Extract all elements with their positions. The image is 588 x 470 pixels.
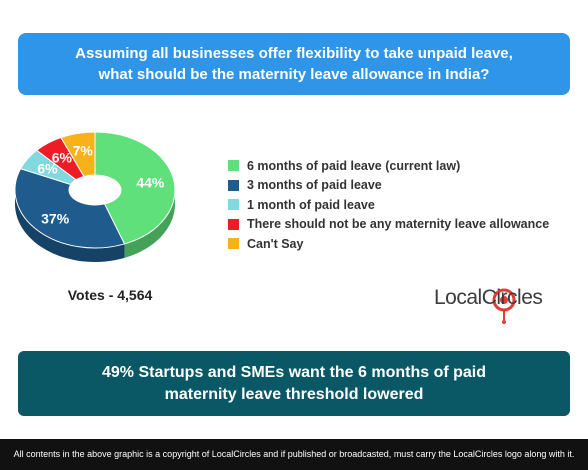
- votes-count: Votes - 4,564: [67, 287, 153, 303]
- legend-item: 6 months of paid leave (current law): [228, 156, 549, 176]
- legend-item: There should not be any maternity leave …: [228, 215, 549, 235]
- slice-value-label: 6%: [37, 160, 58, 176]
- donut-hole: [69, 175, 121, 205]
- slice-value-label: 7%: [73, 143, 94, 159]
- donut-slice-side: [15, 190, 125, 262]
- headline-banner: 49% Startups and SMEs want the 6 months …: [18, 351, 570, 416]
- legend-label: Can't Say: [247, 236, 304, 251]
- legend-item: 1 month of paid leave: [228, 195, 549, 215]
- question-text: Assuming all businesses offer flexibilit…: [75, 45, 513, 83]
- slice-value-label: 6%: [52, 149, 73, 165]
- slice-value-label: 44%: [136, 174, 165, 190]
- headline-text: 49% Startups and SMEs want the 6 months …: [101, 363, 487, 403]
- donut-chart: 44%37%6%6% 7%: [14, 131, 176, 262]
- slice-value-label: 37%: [41, 211, 70, 227]
- legend-label: 3 months of paid leave: [247, 178, 382, 193]
- legend-label: 6 months of paid leave (current law): [247, 158, 461, 173]
- localcircles-logo: LocalCircles: [426, 282, 571, 324]
- logo-pin-icon: [492, 288, 516, 324]
- legend-label: There should not be any maternity leave …: [247, 217, 550, 232]
- logo-text: LocalCircles: [434, 286, 543, 309]
- question-banner: Assuming all businesses offer flexibilit…: [18, 33, 570, 95]
- legend-label: 1 month of paid leave: [247, 197, 375, 212]
- copyright-footer: All contents in the above graphic is a c…: [0, 439, 588, 470]
- chart-legend: 6 months of paid leave (current law) 3 m…: [228, 156, 549, 254]
- legend-swatch: [228, 218, 239, 230]
- donut-slice-side: [124, 190, 175, 258]
- legend-swatch: [228, 199, 239, 211]
- legend-swatch: [228, 238, 239, 250]
- legend-swatch: [228, 179, 239, 191]
- legend-item: 3 months of paid leave: [228, 176, 549, 196]
- legend-swatch: [228, 160, 239, 172]
- legend-item: Can't Say: [228, 234, 549, 254]
